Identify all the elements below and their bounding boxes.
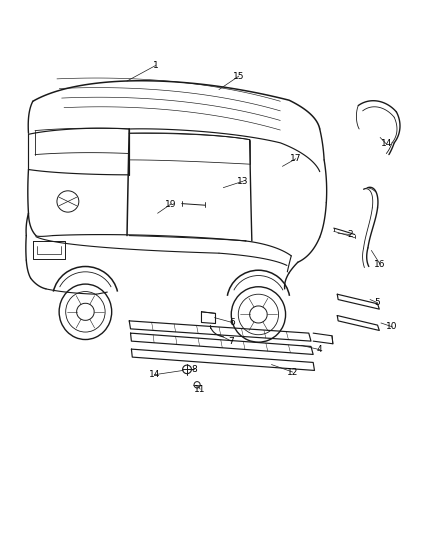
Text: 4: 4	[317, 345, 322, 354]
Text: 16: 16	[374, 260, 386, 269]
Text: 13: 13	[237, 177, 249, 185]
Text: 14: 14	[149, 370, 160, 379]
Text: 19: 19	[165, 200, 177, 208]
Text: 2: 2	[348, 230, 353, 239]
Text: 15: 15	[233, 72, 244, 80]
Text: 17: 17	[290, 155, 301, 163]
Text: 14: 14	[381, 140, 392, 148]
Text: 12: 12	[287, 368, 298, 376]
Text: 6: 6	[229, 318, 235, 327]
Text: 8: 8	[191, 365, 197, 374]
Text: 11: 11	[194, 385, 206, 393]
Text: 7: 7	[228, 337, 234, 345]
Text: 1: 1	[152, 61, 159, 70]
Text: 5: 5	[374, 298, 381, 307]
Text: 10: 10	[386, 322, 398, 331]
